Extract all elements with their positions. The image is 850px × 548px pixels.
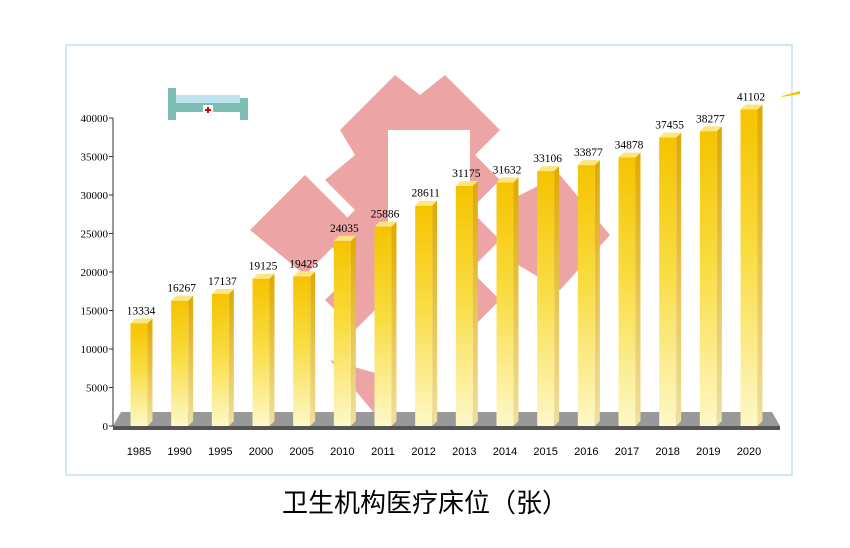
value-label: 13334 xyxy=(127,305,156,317)
y-tick-label: 35000 xyxy=(81,152,109,164)
x-tick-label: 2019 xyxy=(696,446,720,458)
x-tick-label: 2014 xyxy=(493,446,517,458)
bar-top xyxy=(374,221,397,227)
bar-side xyxy=(228,289,234,426)
bar-side xyxy=(594,160,600,426)
bar-top xyxy=(171,295,194,301)
bed-icon xyxy=(168,88,248,120)
value-label: 37455 xyxy=(655,120,684,132)
bar-top xyxy=(699,126,722,132)
value-label: 24035 xyxy=(330,223,359,235)
value-label: 25886 xyxy=(371,209,400,221)
value-label: 31632 xyxy=(493,164,522,176)
bar-side xyxy=(757,104,763,427)
axis-arrow xyxy=(782,91,800,97)
bar-top xyxy=(252,273,275,279)
bar xyxy=(740,109,758,427)
bar xyxy=(455,185,473,426)
bar-top xyxy=(496,177,519,183)
value-label: 16267 xyxy=(167,283,196,295)
bar-top xyxy=(455,180,478,186)
bar-side xyxy=(472,180,478,426)
x-tick-label: 2020 xyxy=(737,446,761,458)
bar xyxy=(415,205,433,426)
bar xyxy=(252,278,270,426)
value-label: 31175 xyxy=(452,168,481,180)
bar-top xyxy=(740,104,763,110)
bar-side xyxy=(432,200,438,426)
bar-top xyxy=(577,160,600,166)
bar xyxy=(374,226,392,426)
x-tick-label: 2013 xyxy=(452,446,476,458)
bar-side xyxy=(635,152,641,427)
y-tick-label: 15000 xyxy=(81,306,109,318)
y-tick-label: 40000 xyxy=(81,113,109,125)
x-tick-label: 2005 xyxy=(289,446,313,458)
bar xyxy=(171,300,189,426)
value-label: 28611 xyxy=(412,188,441,200)
bar-top xyxy=(211,289,234,295)
x-tick-label: 2000 xyxy=(249,446,273,458)
bar xyxy=(699,131,717,427)
bar xyxy=(496,182,514,426)
bar xyxy=(211,294,229,426)
y-tick-label: 20000 xyxy=(81,267,109,279)
x-tick-label: 2015 xyxy=(533,446,557,458)
bar-top xyxy=(537,166,560,172)
bar xyxy=(333,240,351,426)
value-label: 38277 xyxy=(696,113,725,125)
bar-side xyxy=(391,221,397,426)
bar-top xyxy=(333,235,356,241)
value-label: 33877 xyxy=(574,147,603,159)
bar-side xyxy=(513,177,519,426)
floor xyxy=(113,412,780,426)
value-label: 33106 xyxy=(533,153,562,165)
bar-side xyxy=(188,295,194,426)
y-tick-label: 25000 xyxy=(81,229,109,241)
bar xyxy=(618,157,636,427)
y-tick-label: 10000 xyxy=(81,344,109,356)
x-tick-label: 1985 xyxy=(127,446,151,458)
value-label: 41102 xyxy=(737,92,766,104)
x-tick-label: 2010 xyxy=(330,446,354,458)
bar-side xyxy=(310,271,316,426)
value-label: 34878 xyxy=(615,139,644,151)
bar-top xyxy=(618,152,641,158)
y-tick-label: 30000 xyxy=(81,190,109,202)
x-tick-label: 2011 xyxy=(371,446,395,458)
bar xyxy=(659,137,677,426)
bar xyxy=(577,165,595,426)
floor-edge xyxy=(113,426,780,430)
bar-side xyxy=(147,318,153,426)
y-tick-label: 5000 xyxy=(86,383,109,395)
bar-side xyxy=(350,235,356,426)
value-label: 19125 xyxy=(249,261,278,273)
x-tick-label: 1990 xyxy=(167,446,191,458)
bar xyxy=(293,276,311,426)
bar-side xyxy=(716,126,722,427)
bar-side xyxy=(554,166,560,426)
bar xyxy=(130,323,148,426)
bar-top xyxy=(415,200,438,206)
bar-side xyxy=(676,132,682,426)
bar-top xyxy=(293,271,316,277)
x-tick-label: 1995 xyxy=(208,446,232,458)
bar xyxy=(537,171,555,426)
y-tick-label: 0 xyxy=(103,421,109,433)
bar-top xyxy=(130,318,153,324)
bar-top xyxy=(659,132,682,138)
x-tick-label: 2016 xyxy=(574,446,598,458)
bar-side xyxy=(269,273,275,426)
x-tick-label: 2018 xyxy=(655,446,679,458)
x-tick-label: 2012 xyxy=(411,446,435,458)
chart-title: 卫生机构医疗床位（张） xyxy=(282,489,568,519)
x-tick-label: 2017 xyxy=(615,446,639,458)
value-label: 17137 xyxy=(208,276,237,288)
value-label: 19425 xyxy=(289,258,318,270)
